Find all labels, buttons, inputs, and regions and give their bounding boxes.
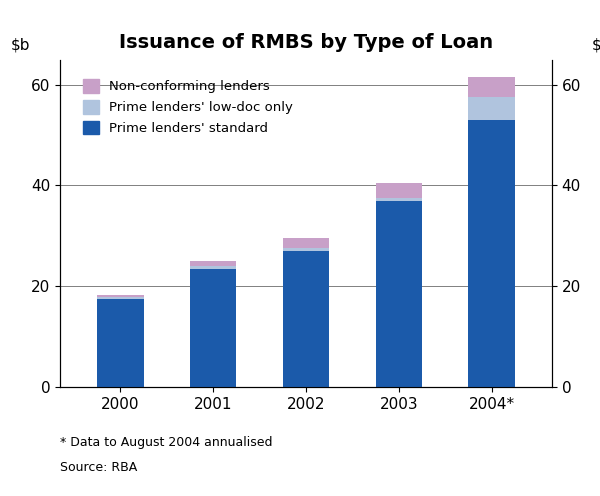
Bar (283, 238, 329, 248)
Text: * Data to August 2004 annualised: * Data to August 2004 annualised (60, 436, 272, 449)
Bar (283, 251, 329, 387)
Bar (97, 295, 143, 297)
Bar (190, 268, 236, 387)
Bar (469, 120, 515, 387)
Legend: Non-conforming lenders, Prime lenders' low-doc only, Prime lenders' standard: Non-conforming lenders, Prime lenders' l… (76, 73, 300, 142)
Text: $b: $b (11, 38, 30, 53)
Bar (190, 266, 236, 268)
Bar (469, 97, 515, 120)
Bar (283, 248, 329, 251)
Bar (469, 77, 515, 97)
Text: $b: $b (592, 38, 600, 53)
Bar (376, 198, 422, 200)
Title: Issuance of RMBS by Type of Loan: Issuance of RMBS by Type of Loan (119, 33, 493, 53)
Bar (97, 297, 143, 299)
Bar (190, 261, 236, 266)
Text: Source: RBA: Source: RBA (60, 461, 137, 474)
Bar (376, 183, 422, 198)
Bar (376, 200, 422, 387)
Bar (97, 299, 143, 387)
